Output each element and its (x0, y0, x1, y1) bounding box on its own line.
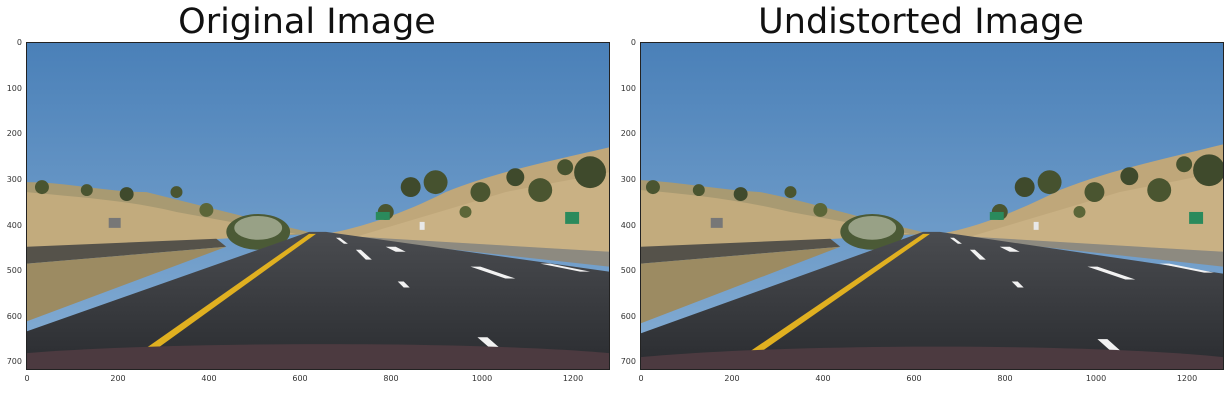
x-tick-label: 0 (24, 374, 29, 383)
x-tick-label: 1000 (472, 374, 492, 383)
road-scene-picture (27, 43, 609, 369)
y-tick-label: 400 (7, 221, 22, 230)
original-image-panel: Original Image (7, 2, 610, 383)
x-tick-label: 200 (110, 374, 125, 383)
x-tick-label: 0 (638, 374, 643, 383)
road-image (26, 42, 610, 370)
x-tick-label: 800 (383, 374, 398, 383)
y-tick-label: 700 (7, 357, 22, 366)
x-tick-label: 400 (201, 374, 216, 383)
y-tick-label: 500 (7, 266, 22, 275)
x-tick-label: 400 (815, 374, 830, 383)
y-tick-label: 200 (7, 129, 22, 138)
y-tick-label: 700 (621, 357, 636, 366)
y-tick-label: 300 (621, 175, 636, 184)
y-tick-label: 600 (7, 312, 22, 321)
y-tick-label: 100 (621, 84, 636, 93)
x-tick-label: 200 (724, 374, 739, 383)
y-tick-label: 300 (7, 175, 22, 184)
y-tick-label: 600 (621, 312, 636, 321)
y-tick-labels: 0 100 200 300 400 500 600 700 (621, 38, 636, 366)
road-image (640, 42, 1224, 370)
road-scene-picture (641, 43, 1223, 369)
y-tick-labels: 0 100 200 300 400 500 600 700 (7, 38, 22, 366)
undistorted-image-panel: Undistorted Image (614, 0, 1228, 400)
x-tick-labels: 0 200 400 600 800 1000 1200 (638, 374, 1197, 383)
y-tick-label: 500 (621, 266, 636, 275)
x-tick-label: 1000 (1086, 374, 1106, 383)
x-tick-label: 1200 (1177, 374, 1197, 383)
panel-title: Original Image (178, 2, 436, 42)
x-tick-label: 600 (906, 374, 921, 383)
x-tick-label: 1200 (563, 374, 583, 383)
y-tick-label: 200 (621, 129, 636, 138)
x-tick-label: 800 (997, 374, 1012, 383)
y-tick-label: 400 (621, 221, 636, 230)
x-tick-label: 600 (292, 374, 307, 383)
x-tick-labels: 0 200 400 600 800 1000 1200 (24, 374, 583, 383)
y-tick-label: 100 (7, 84, 22, 93)
panel-title: Undistorted Image (758, 2, 1084, 42)
